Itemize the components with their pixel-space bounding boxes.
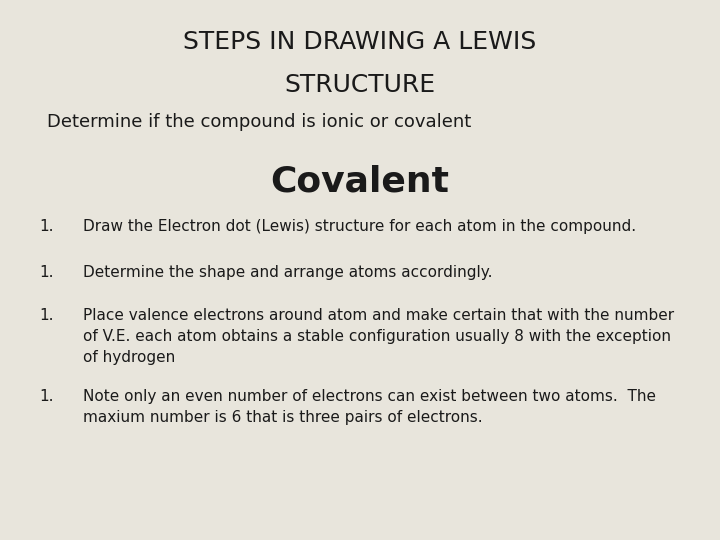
Text: 1.: 1. bbox=[40, 219, 54, 234]
Text: 1.: 1. bbox=[40, 389, 54, 404]
Text: Covalent: Covalent bbox=[271, 165, 449, 199]
Text: Determine if the compound is ionic or covalent: Determine if the compound is ionic or co… bbox=[47, 113, 471, 131]
Text: Note only an even number of electrons can exist between two atoms.  The
maxium n: Note only an even number of electrons ca… bbox=[83, 389, 656, 425]
Text: Draw the Electron dot (Lewis) structure for each atom in the compound.: Draw the Electron dot (Lewis) structure … bbox=[83, 219, 636, 234]
Text: 1.: 1. bbox=[40, 308, 54, 323]
Text: STEPS IN DRAWING A LEWIS: STEPS IN DRAWING A LEWIS bbox=[184, 30, 536, 53]
Text: Place valence electrons around atom and make certain that with the number
of V.E: Place valence electrons around atom and … bbox=[83, 308, 674, 365]
Text: 1.: 1. bbox=[40, 265, 54, 280]
Text: Determine the shape and arrange atoms accordingly.: Determine the shape and arrange atoms ac… bbox=[83, 265, 492, 280]
Text: STRUCTURE: STRUCTURE bbox=[284, 73, 436, 97]
